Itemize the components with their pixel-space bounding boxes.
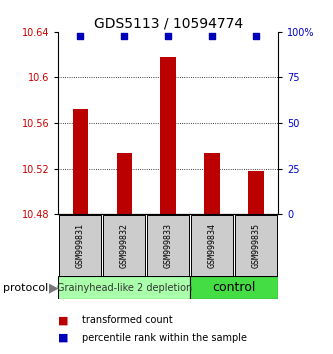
Bar (248, 171, 264, 214)
Text: GSM999833: GSM999833 (164, 223, 173, 268)
Bar (59, 215, 101, 275)
Bar (117, 153, 132, 214)
Text: ■: ■ (58, 333, 72, 343)
Bar (191, 215, 233, 275)
Bar (161, 57, 176, 214)
Text: GSM999831: GSM999831 (76, 223, 85, 268)
Point (253, 33, 259, 38)
Point (166, 33, 171, 38)
Bar (147, 215, 189, 275)
Text: GSM999832: GSM999832 (120, 223, 129, 268)
Text: transformed count: transformed count (82, 315, 172, 325)
Text: percentile rank within the sample: percentile rank within the sample (82, 333, 246, 343)
Point (209, 33, 215, 38)
Point (78, 33, 83, 38)
Bar (73, 109, 88, 214)
Text: GSM999834: GSM999834 (207, 223, 217, 268)
Bar (235, 215, 277, 275)
Text: Grainyhead-like 2 depletion: Grainyhead-like 2 depletion (57, 282, 192, 293)
Bar (103, 215, 145, 275)
Bar (190, 276, 278, 299)
Bar (58, 276, 190, 299)
Text: protocol: protocol (3, 282, 49, 293)
Title: GDS5113 / 10594774: GDS5113 / 10594774 (94, 17, 243, 31)
Text: ▶: ▶ (49, 281, 59, 294)
Bar (204, 153, 220, 214)
Text: GSM999835: GSM999835 (251, 223, 261, 268)
Text: ■: ■ (58, 315, 72, 325)
Text: control: control (212, 281, 256, 294)
Point (122, 33, 127, 38)
